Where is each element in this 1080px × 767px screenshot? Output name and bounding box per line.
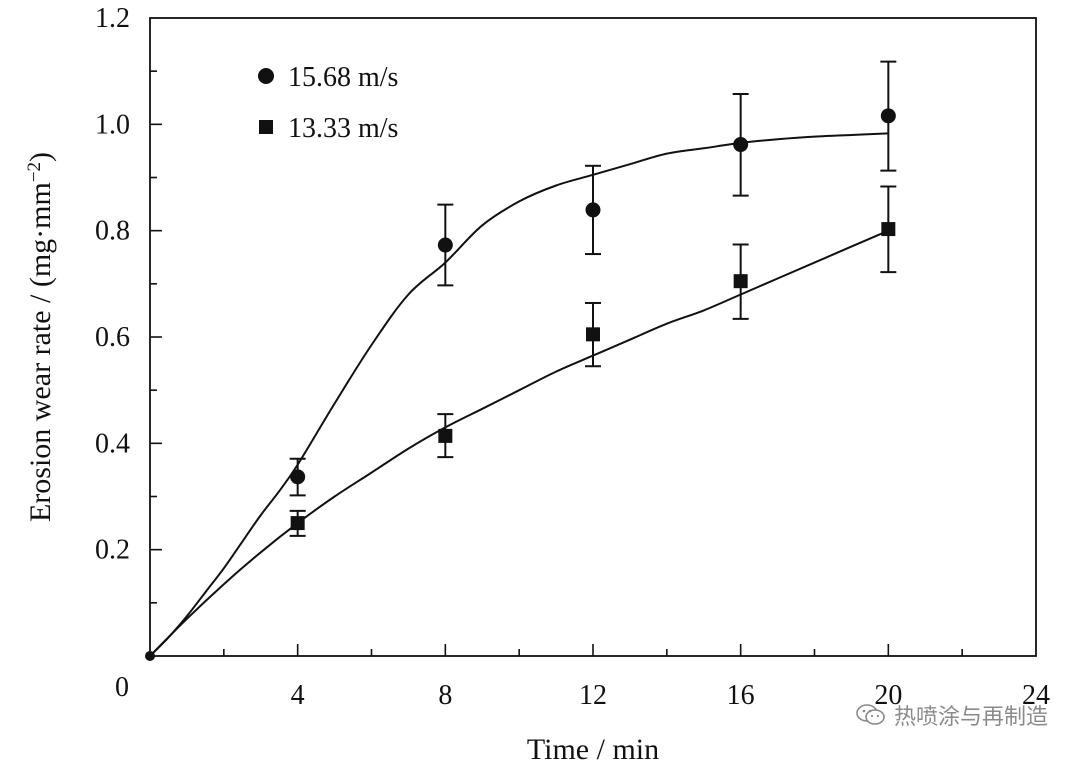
legend-label-13-33: 13.33 m/s bbox=[288, 113, 398, 144]
y-axis-title: Erosion wear rate / (mg·mm−2) bbox=[24, 152, 57, 522]
series-13-33-fit-curve bbox=[149, 229, 889, 657]
legend-marker-square bbox=[259, 120, 273, 134]
series-15-68-point-8 bbox=[437, 237, 453, 253]
x-axis-title: Time / min bbox=[527, 733, 659, 766]
series-15-68-point-12 bbox=[585, 202, 601, 218]
fit-curves bbox=[149, 132, 889, 657]
y-tick-label-0.8: 0.8 bbox=[95, 216, 130, 247]
y-tick-label-1.0: 1.0 bbox=[95, 109, 130, 140]
y-axis-title-close: ) bbox=[24, 152, 57, 162]
x-tick-label-16: 16 bbox=[727, 680, 755, 711]
watermark-text: 热喷涂与再制造 bbox=[893, 705, 1048, 730]
y-axis-title-main: Erosion wear rate / (mg·mm bbox=[24, 182, 57, 522]
y-tick-label-0.2: 0.2 bbox=[95, 535, 130, 566]
series-15-68-point-20 bbox=[880, 108, 896, 124]
series-15-68-point-16 bbox=[733, 137, 749, 153]
x-tick-label-24: 24 bbox=[1022, 680, 1050, 711]
y-tick-label-1.2: 1.2 bbox=[95, 3, 130, 34]
legend-label-15-68: 15.68 m/s bbox=[288, 62, 398, 93]
legend-marker-circle bbox=[258, 68, 274, 84]
legend: 15.68 m/s 13.33 m/s bbox=[258, 62, 398, 144]
series-15-68-point-4 bbox=[290, 469, 306, 485]
y-tick-label-0.4: 0.4 bbox=[95, 428, 130, 459]
series-13-33-point-16 bbox=[733, 274, 748, 289]
tick-labels: 4 8 12 16 20 24 0 0.2 0.4 0.6 0.8 1.0 1.2 bbox=[95, 3, 1050, 711]
series-15-68-fit-curve bbox=[149, 132, 889, 657]
x-tick-label-20: 20 bbox=[874, 680, 902, 711]
y-axis-title-superscript: −2 bbox=[24, 162, 45, 182]
x-tick-label-4: 4 bbox=[291, 680, 305, 711]
series-13-33-point-4 bbox=[290, 516, 305, 531]
wechat-icon bbox=[856, 704, 885, 725]
series-13-33-point-12 bbox=[586, 327, 600, 342]
x-tick-label-8: 8 bbox=[438, 680, 452, 711]
x-tick-label-12: 12 bbox=[579, 680, 607, 711]
series-13-33-point-20 bbox=[881, 222, 896, 237]
data-markers bbox=[145, 108, 896, 661]
y-tick-label-0.6: 0.6 bbox=[95, 322, 130, 353]
origin-point bbox=[145, 651, 155, 661]
origin-label: 0 bbox=[115, 672, 129, 703]
watermark: 热喷涂与再制造 bbox=[856, 699, 1048, 731]
axis-ticks bbox=[150, 70, 963, 656]
series-13-33-point-8 bbox=[438, 428, 453, 443]
